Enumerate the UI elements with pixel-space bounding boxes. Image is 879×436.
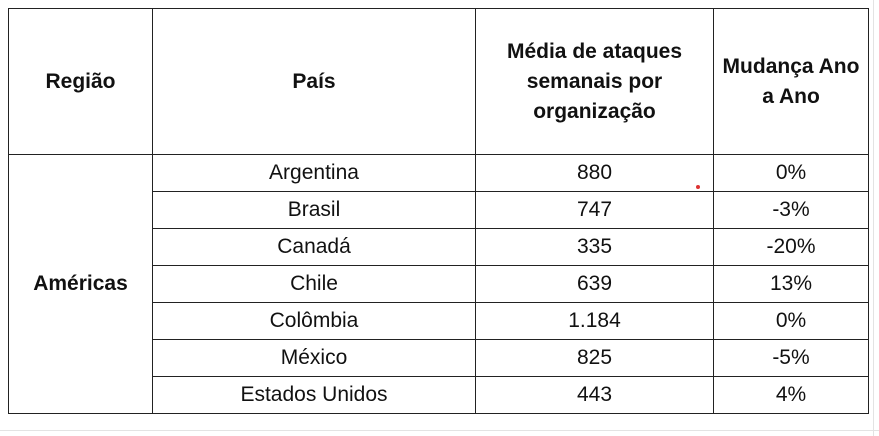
attacks-cell: 443: [475, 376, 714, 414]
region-cell: Américas: [8, 154, 153, 414]
country-cell: Brasil: [152, 191, 476, 229]
change-cell: -3%: [713, 191, 869, 229]
table-row: Estados Unidos 443 4%: [9, 376, 869, 414]
change-cell: -5%: [713, 339, 869, 377]
change-cell: 4%: [713, 376, 869, 414]
attacks-cell: 639: [475, 265, 714, 303]
header-row: Região País Média de ataques semanais por …: [8, 8, 869, 155]
table-row: Colômbia 1.184 0%: [9, 302, 869, 340]
header-cell: Média de ataques semanais por organizaçã…: [475, 8, 714, 155]
country-cell: Argentina: [152, 154, 476, 192]
country-cell: Estados Unidos: [152, 376, 476, 414]
table-row: Canadá 335 -20%: [9, 228, 869, 266]
country-cell: Colômbia: [152, 302, 476, 340]
table-body: Américas Argentina 880 0% Brasil 747 -3% Canadá…: [8, 154, 869, 414]
country-cell: Canadá: [152, 228, 476, 266]
header-cell: Mudança Ano a Ano: [713, 8, 869, 155]
change-cell: 0%: [713, 302, 869, 340]
change-cell: -20%: [713, 228, 869, 266]
attacks-cell: 335: [475, 228, 714, 266]
country-cell: Chile: [152, 265, 476, 303]
data-table: Região País Média de ataques semanais por …: [8, 8, 869, 414]
cursor-dot: [696, 185, 700, 189]
header-cell: País: [152, 8, 476, 155]
change-cell: 13%: [713, 265, 869, 303]
sheet-grid-line: [873, 0, 874, 436]
country-cell: México: [152, 339, 476, 377]
attacks-cell: 1.184: [475, 302, 714, 340]
table-row: Américas Argentina 880 0%: [8, 154, 869, 414]
change-cell: 0%: [713, 154, 869, 192]
table-row: Chile 639 13%: [9, 265, 869, 303]
table-row: México 825 -5%: [9, 339, 869, 377]
header-cell: Região: [8, 8, 153, 155]
attacks-cell: 825: [475, 339, 714, 377]
table-row: Brasil 747 -3%: [9, 191, 869, 229]
sheet-grid-line: [0, 430, 879, 431]
attacks-cell: 880: [475, 154, 714, 192]
attacks-cell: 747: [475, 191, 714, 229]
